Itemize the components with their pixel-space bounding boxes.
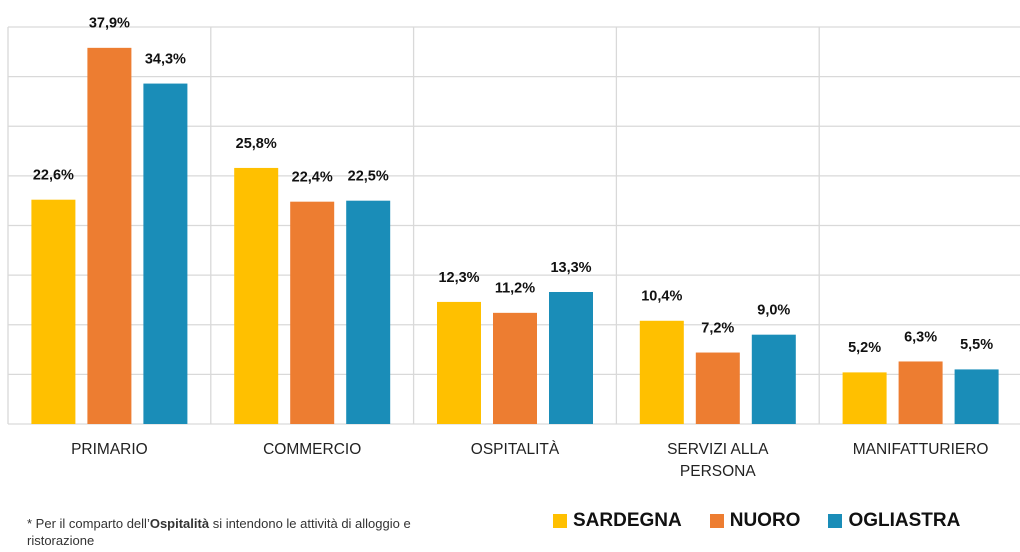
legend-swatch	[553, 514, 567, 528]
data-label: 22,4%	[292, 170, 333, 186]
data-label: 22,6%	[33, 168, 74, 184]
x-tick-label: PRIMARIO	[71, 441, 148, 458]
legend-item: SARDEGNA	[553, 510, 682, 532]
x-tick-label: MANIFATTURIERO	[852, 441, 989, 458]
bar	[954, 369, 999, 424]
data-label: 12,3%	[438, 270, 479, 286]
data-label: 34,3%	[145, 51, 186, 67]
bar	[493, 312, 537, 424]
bar	[346, 200, 391, 424]
legend-label: OGLIASTRA	[848, 510, 961, 531]
legend-item: OGLIASTRA	[828, 510, 960, 532]
data-label: 13,3%	[550, 260, 591, 276]
bar	[695, 352, 740, 424]
legend-label: SARDEGNA	[573, 510, 682, 531]
bar	[898, 361, 943, 424]
bar	[549, 291, 593, 424]
x-tick-label: SERVIZI ALLA PERSONA	[667, 441, 769, 480]
footnote: * Per il comparto dell’Ospitalità si int…	[27, 515, 437, 549]
data-label: 10,4%	[641, 289, 682, 305]
legend: SARDEGNA NUORO OGLIASTRA	[553, 510, 960, 532]
data-label: 37,9%	[89, 16, 130, 32]
bar	[639, 320, 684, 424]
legend-label: NUORO	[729, 510, 801, 531]
legend-item: NUORO	[709, 510, 801, 532]
data-label: 11,2%	[495, 281, 535, 297]
data-label: 5,5%	[960, 337, 993, 353]
bar	[842, 372, 887, 424]
data-label: 25,8%	[236, 136, 277, 152]
footnote-bold: Ospitalità	[149, 516, 210, 531]
footnote-text: * Per il comparto dell’	[27, 516, 150, 531]
x-tick-label: OSPITALITÀ	[470, 441, 560, 458]
bar	[31, 199, 76, 424]
footnote-text: si intendono le attività di alloggio e r…	[27, 516, 411, 548]
x-tick-label: COMMERCIO	[263, 441, 362, 458]
bar	[751, 334, 796, 424]
bar	[290, 201, 335, 424]
data-label: 7,2%	[701, 320, 734, 336]
data-label: 9,0%	[757, 303, 790, 319]
bar	[437, 301, 481, 424]
bar	[143, 83, 188, 424]
data-label: 5,2%	[848, 340, 881, 356]
legend-swatch	[709, 514, 724, 528]
bar	[234, 167, 279, 424]
legend-swatch	[828, 514, 843, 528]
data-label: 22,5%	[348, 169, 389, 185]
data-label: 6,3%	[904, 329, 937, 345]
bar	[87, 47, 132, 424]
